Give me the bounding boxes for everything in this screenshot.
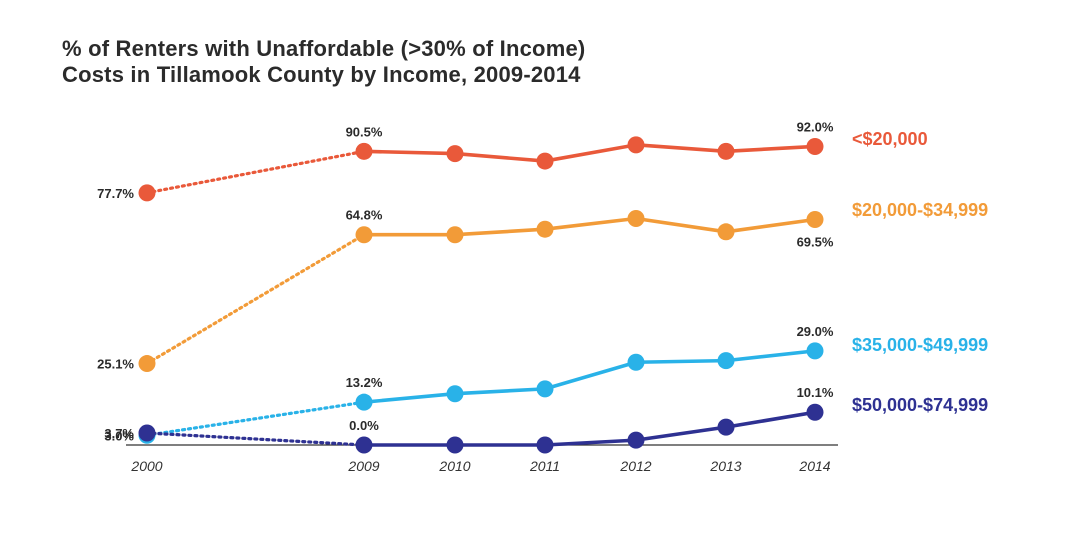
- chart-title: % of Renters with Unaffordable (>30% of …: [62, 36, 585, 88]
- series-3-data-label-2000: 3.7%: [104, 426, 134, 441]
- series-2-point-2009: [355, 393, 373, 411]
- series-1-line: [362, 216, 817, 237]
- x-tick-label-2000: 2000: [130, 458, 162, 474]
- series-0-point-2009: [355, 142, 373, 160]
- series-3-point-2013: [717, 418, 735, 436]
- series-3-point-2012: [627, 431, 645, 449]
- series-3-point-2009: [355, 436, 373, 454]
- x-tick-label-2012: 2012: [619, 458, 651, 474]
- series-1-dotted-connector: [145, 233, 366, 366]
- series-3-point-2014: [806, 403, 824, 421]
- series-3-point-2000: [138, 424, 156, 442]
- series-0-data-label-2009: 90.5%: [346, 124, 383, 139]
- chart-title-line-2: Costs in Tillamook County by Income, 200…: [62, 62, 581, 87]
- series-0-data-label-2000: 77.7%: [97, 186, 134, 201]
- series-0-point-2012: [627, 136, 645, 154]
- series-2-dotted-connector: [145, 400, 366, 437]
- x-tick-label-2009: 2009: [347, 458, 379, 474]
- series-0-legend-label: <$20,000: [852, 129, 928, 149]
- series-2-point-2012: [627, 353, 645, 371]
- series-0-point-2000: [138, 184, 156, 202]
- series-3-point-2010: [446, 436, 464, 454]
- series-3-legend-label: $50,000-$74,999: [852, 395, 988, 415]
- series-2-data-label-2009: 13.2%: [346, 375, 383, 390]
- series-2-line: [362, 349, 817, 404]
- series-0-point-2010: [446, 145, 464, 163]
- x-tick-label-2013: 2013: [709, 458, 741, 474]
- x-tick-label-2010: 2010: [438, 458, 470, 474]
- x-tick-label-2014: 2014: [798, 458, 830, 474]
- series-0-point-2014: [806, 137, 824, 155]
- series-1-point-2014: [806, 210, 824, 228]
- series-2-point-2011: [536, 380, 554, 398]
- series-0-line: [362, 143, 817, 163]
- series-1-data-label-2009: 64.8%: [346, 208, 383, 223]
- series-1-legend-label: $20,000-$34,999: [852, 200, 988, 220]
- series-2-point-2014: [806, 342, 824, 360]
- series-3-data-label-2014: 10.1%: [797, 385, 834, 400]
- series-0-point-2013: [717, 142, 735, 160]
- series-1-data-label-2000: 25.1%: [97, 357, 134, 372]
- series-1-point-2010: [446, 226, 464, 244]
- series-0-dotted-connector: [145, 149, 366, 195]
- series-1-point-2000: [138, 355, 156, 373]
- series-3-data-label-2009: 0.0%: [349, 418, 379, 433]
- series-1-data-label-2014: 69.5%: [797, 234, 834, 249]
- series-0-point-2011: [536, 152, 554, 170]
- series-3-line: [362, 410, 817, 447]
- series-0-data-label-2014: 92.0%: [797, 119, 834, 134]
- series-1-point-2013: [717, 223, 735, 241]
- series-1-point-2011: [536, 220, 554, 238]
- series-2-data-label-2000: 3.0%: [104, 428, 134, 443]
- series-2-point-2010: [446, 385, 464, 403]
- series-1-point-2012: [627, 209, 645, 227]
- x-tick-label-2011: 2011: [529, 458, 560, 474]
- series-2-point-2013: [717, 352, 735, 370]
- series-2-data-label-2014: 29.0%: [797, 324, 834, 339]
- series-1-point-2009: [355, 226, 373, 244]
- series-3-point-2011: [536, 436, 554, 454]
- series-2-legend-label: $35,000-$49,999: [852, 335, 988, 355]
- chart-title-line-1: % of Renters with Unaffordable (>30% of …: [62, 36, 586, 61]
- series-3-dotted-connector: [145, 431, 366, 447]
